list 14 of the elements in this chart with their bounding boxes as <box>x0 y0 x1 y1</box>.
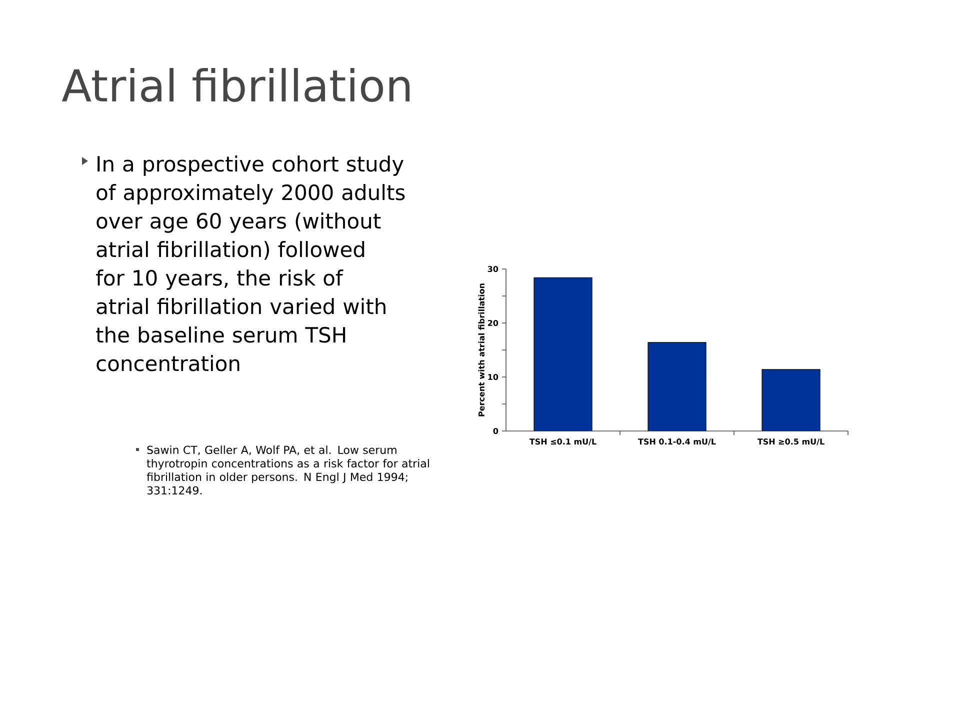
y-tick-label: 0 <box>493 428 498 434</box>
text: Sawin CT, Geller A, Wolf PA, et al. Low serum thyrotropin concentrations as a risk factor for atrial fibrillation in older persons. N Engl J Med 1994; 331:1249. <box>146 446 429 495</box>
y-tick-label: 20 <box>488 320 498 326</box>
x-tick-label: TSH ≥0.5 mU/L <box>757 438 824 446</box>
bar <box>648 342 706 431</box>
y-tick-label: 10 <box>488 374 498 380</box>
chart-title: Atrial fibrillation <box>62 68 410 102</box>
y-axis-title: Percent with atrial fibrillation <box>478 284 484 416</box>
bar <box>534 277 592 431</box>
bar <box>762 369 820 431</box>
x-tick-label: TSH ≤0.1 mU/L <box>529 438 596 446</box>
text: In a prospective cohort study of approximately 2000 adults over age 60 years (without atrial fibrillation) followed for 10 years, the risk of atrial fibrillation varied with the baseline serum TSH concentration <box>96 156 405 372</box>
y-tick-label: 30 <box>488 266 498 272</box>
x-tick-label: TSH 0.1-0.4 mU/L <box>638 438 716 446</box>
